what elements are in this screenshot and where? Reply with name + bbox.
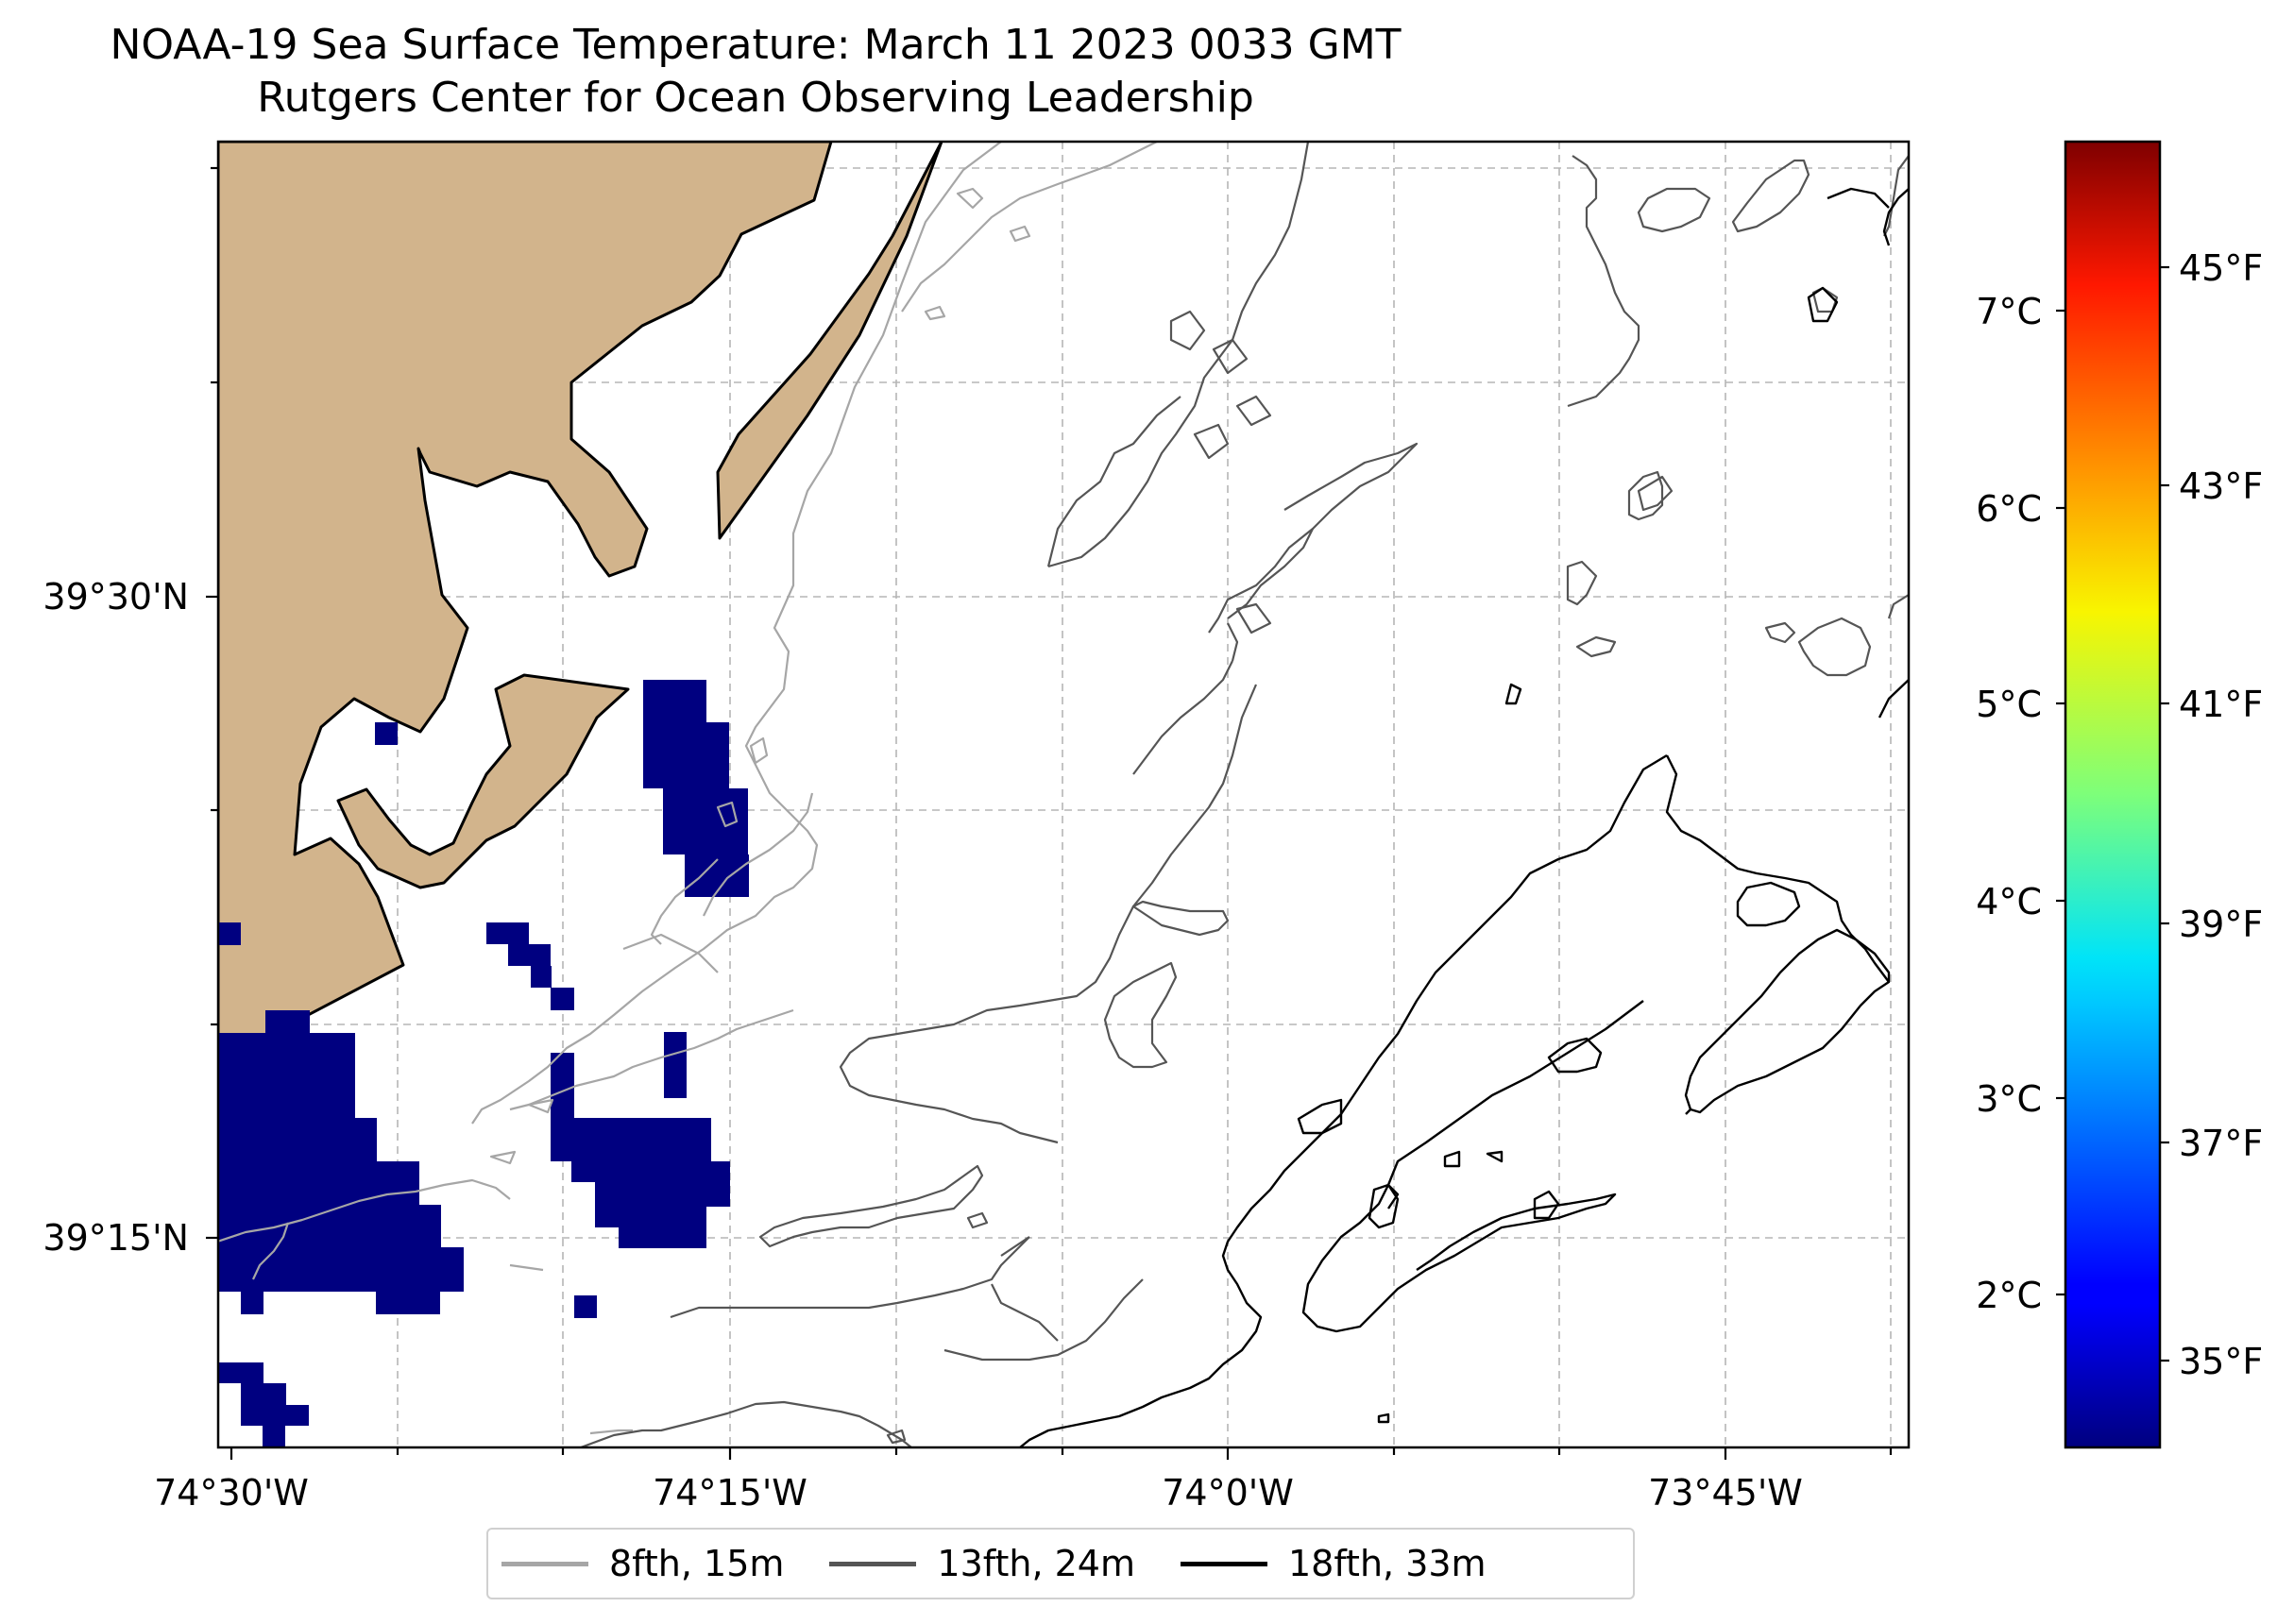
contour-8fth [218, 142, 1158, 1435]
legend-item-18fth: 18fth, 33m [1180, 1543, 1487, 1584]
colorbar-fahrenheit-label: 41°F [2179, 684, 2263, 725]
colorbar-celsius-label: 7°C [1976, 291, 2042, 332]
lon-tick-label: 74°0'W [1162, 1472, 1294, 1514]
legend-line-8fth [501, 1561, 588, 1566]
colorbar-celsius-label: 2°C [1976, 1275, 2042, 1316]
colorbar-celsius-label: 5°C [1976, 684, 2042, 725]
colorbar-celsius-label: 3°C [1976, 1078, 2042, 1120]
chart-subtitle: Rutgers Center for Ocean Observing Leade… [257, 74, 1254, 122]
lon-tick-label: 73°45'W [1648, 1472, 1803, 1514]
lat-tick-label: 39°15'N [42, 1217, 189, 1259]
colorbar-celsius-label: 6°C [1976, 488, 2042, 530]
colorbar-fahrenheit-label: 35°F [2179, 1341, 2263, 1382]
lon-tick-label: 74°15'W [653, 1472, 807, 1514]
colorbar-fahrenheit-label: 45°F [2179, 247, 2263, 289]
legend-item-13fth: 13fth, 24m [829, 1543, 1135, 1584]
colorbar-ticks [2056, 265, 2169, 1362]
colorbar-fahrenheit-label: 37°F [2179, 1123, 2263, 1164]
sst-data-pixels [218, 680, 749, 1447]
lat-tick-label: 39°30'N [42, 576, 189, 617]
chart-title: NOAA-19 Sea Surface Temperature: March 1… [110, 21, 1402, 69]
lon-tick-marks [229, 1447, 1893, 1460]
contour-13fth [580, 142, 1909, 1447]
contour-18fth [1019, 187, 1909, 1447]
legend-label: 18fth, 33m [1287, 1543, 1487, 1584]
legend-label: 8fth, 15m [609, 1543, 785, 1584]
colorbar-celsius-label: 4°C [1976, 881, 2042, 922]
legend-line-13fth [829, 1561, 917, 1566]
colorbar-fahrenheit-label: 43°F [2179, 465, 2263, 507]
land-mass [218, 142, 943, 1064]
legend-label: 13fth, 24m [937, 1543, 1135, 1584]
colorbar-fahrenheit-label: 39°F [2179, 904, 2263, 945]
legend: 8fth, 15m 13fth, 24m 18fth, 33m [486, 1528, 1635, 1599]
lon-tick-label: 74°30'W [154, 1472, 309, 1514]
lat-tick-marks [206, 166, 218, 1240]
legend-item-8fth: 8fth, 15m [501, 1543, 784, 1584]
legend-line-18fth [1180, 1561, 1267, 1566]
colorbar [2064, 140, 2162, 1449]
